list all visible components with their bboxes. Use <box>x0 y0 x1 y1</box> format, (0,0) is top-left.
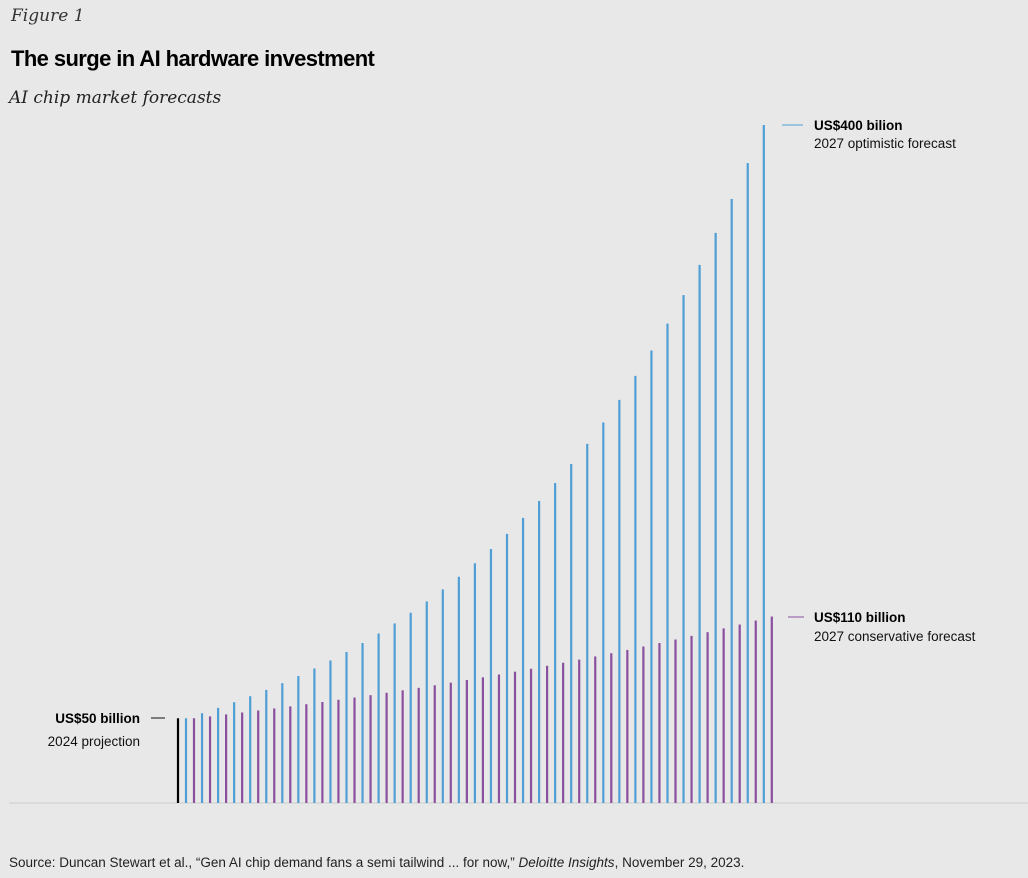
source-publication: Deloitte Insights <box>518 855 615 870</box>
bar-conservative <box>208 716 212 803</box>
bar-conservative <box>257 710 260 803</box>
bar-conservative <box>754 620 757 803</box>
bar-conservative <box>369 695 372 803</box>
bar-conservative <box>738 624 741 803</box>
bar-optimistic <box>682 295 685 803</box>
bar-conservative <box>529 668 533 803</box>
bar-conservative <box>449 682 452 803</box>
bar-optimistic <box>297 676 300 803</box>
bar-optimistic <box>666 323 669 803</box>
bar-conservative <box>225 714 228 803</box>
bar-optimistic <box>586 443 589 803</box>
source-prefix: Source: Duncan Stewart et al., “Gen AI c… <box>9 855 519 870</box>
bar-optimistic <box>200 713 204 803</box>
bar-optimistic <box>265 689 268 803</box>
bar-conservative <box>273 708 276 803</box>
bar-conservative <box>513 671 517 803</box>
bar-conservative <box>337 699 340 803</box>
bar-optimistic <box>554 483 557 803</box>
bar-optimistic <box>730 198 733 804</box>
bar-conservative <box>578 659 581 803</box>
bar-optimistic <box>377 633 380 803</box>
bar-conservative <box>610 653 613 803</box>
bar-optimistic <box>345 651 348 803</box>
bar-conservative <box>706 632 709 803</box>
annotation-optimistic: US$400 bilion 2027 optimistic forecast <box>782 118 956 151</box>
annotation-start-label: 2024 projection <box>48 734 140 749</box>
annotation-start: US$50 billion 2024 projection <box>48 711 165 749</box>
bar-optimistic <box>409 612 412 803</box>
bar-conservative <box>770 616 773 803</box>
chart-subtitle: AI chip market forecasts <box>9 88 222 108</box>
bar-conservative <box>722 628 725 803</box>
bar-optimistic <box>313 668 316 803</box>
annotation-optimistic-value: US$400 bilion <box>814 118 903 133</box>
bar-optimistic <box>329 660 332 803</box>
bar-optimistic <box>457 576 460 803</box>
bar-conservative <box>241 712 244 803</box>
bar-conservative <box>594 656 597 803</box>
bar-conservative <box>321 702 324 803</box>
bars-group <box>176 125 773 804</box>
bar-optimistic <box>217 707 220 803</box>
bar-conservative <box>385 692 388 803</box>
annotation-conservative-value: US$110 billion <box>814 610 906 625</box>
bar-conservative <box>658 643 661 803</box>
bar-start-2024 <box>176 718 180 803</box>
source-suffix: , November 29, 2023. <box>614 855 745 870</box>
bar-optimistic <box>714 232 717 803</box>
bar-optimistic <box>634 375 637 803</box>
figure-label: Figure 1 <box>11 6 85 26</box>
bar-optimistic <box>184 718 188 803</box>
bar-optimistic <box>505 533 509 803</box>
bar-optimistic <box>618 399 621 803</box>
annotation-start-value: US$50 billion <box>55 711 140 726</box>
bar-chart: US$50 billion 2024 projection US$400 bil… <box>9 118 1028 804</box>
annotation-conservative-label: 2027 conservative forecast <box>814 629 976 644</box>
bar-conservative <box>626 649 629 803</box>
bar-conservative <box>562 662 565 803</box>
bar-conservative <box>305 704 308 803</box>
bar-optimistic <box>762 125 765 803</box>
bar-optimistic <box>570 464 573 803</box>
bar-optimistic <box>521 517 525 803</box>
bar-optimistic <box>281 683 284 803</box>
bar-conservative <box>433 685 436 803</box>
bar-conservative <box>546 665 549 803</box>
bar-conservative <box>289 706 292 803</box>
bar-optimistic <box>393 623 396 803</box>
bar-conservative <box>674 639 677 803</box>
bar-optimistic <box>602 422 605 803</box>
bar-optimistic <box>361 643 364 803</box>
bar-optimistic <box>233 702 236 803</box>
bar-conservative <box>690 635 693 803</box>
bar-optimistic <box>746 163 749 804</box>
bar-optimistic <box>473 563 476 803</box>
bar-optimistic <box>698 264 701 803</box>
bar-conservative <box>497 674 501 803</box>
bar-conservative <box>353 697 356 803</box>
bar-conservative <box>465 680 468 803</box>
source-note: Source: Duncan Stewart et al., “Gen AI c… <box>9 855 744 870</box>
bar-optimistic <box>650 350 653 803</box>
bar-optimistic <box>425 601 428 803</box>
bar-conservative <box>642 646 645 803</box>
bar-optimistic <box>489 549 493 803</box>
bar-conservative <box>192 718 196 803</box>
chart-title: The surge in AI hardware investment <box>11 46 375 71</box>
bar-conservative <box>417 687 420 803</box>
bar-conservative <box>481 677 484 803</box>
bar-optimistic <box>441 589 444 803</box>
bar-conservative <box>401 690 404 803</box>
annotation-conservative: US$110 billion 2027 conservative forecas… <box>788 610 976 644</box>
bar-optimistic <box>249 696 252 803</box>
annotation-optimistic-label: 2027 optimistic forecast <box>814 136 956 151</box>
bar-optimistic <box>538 500 541 803</box>
